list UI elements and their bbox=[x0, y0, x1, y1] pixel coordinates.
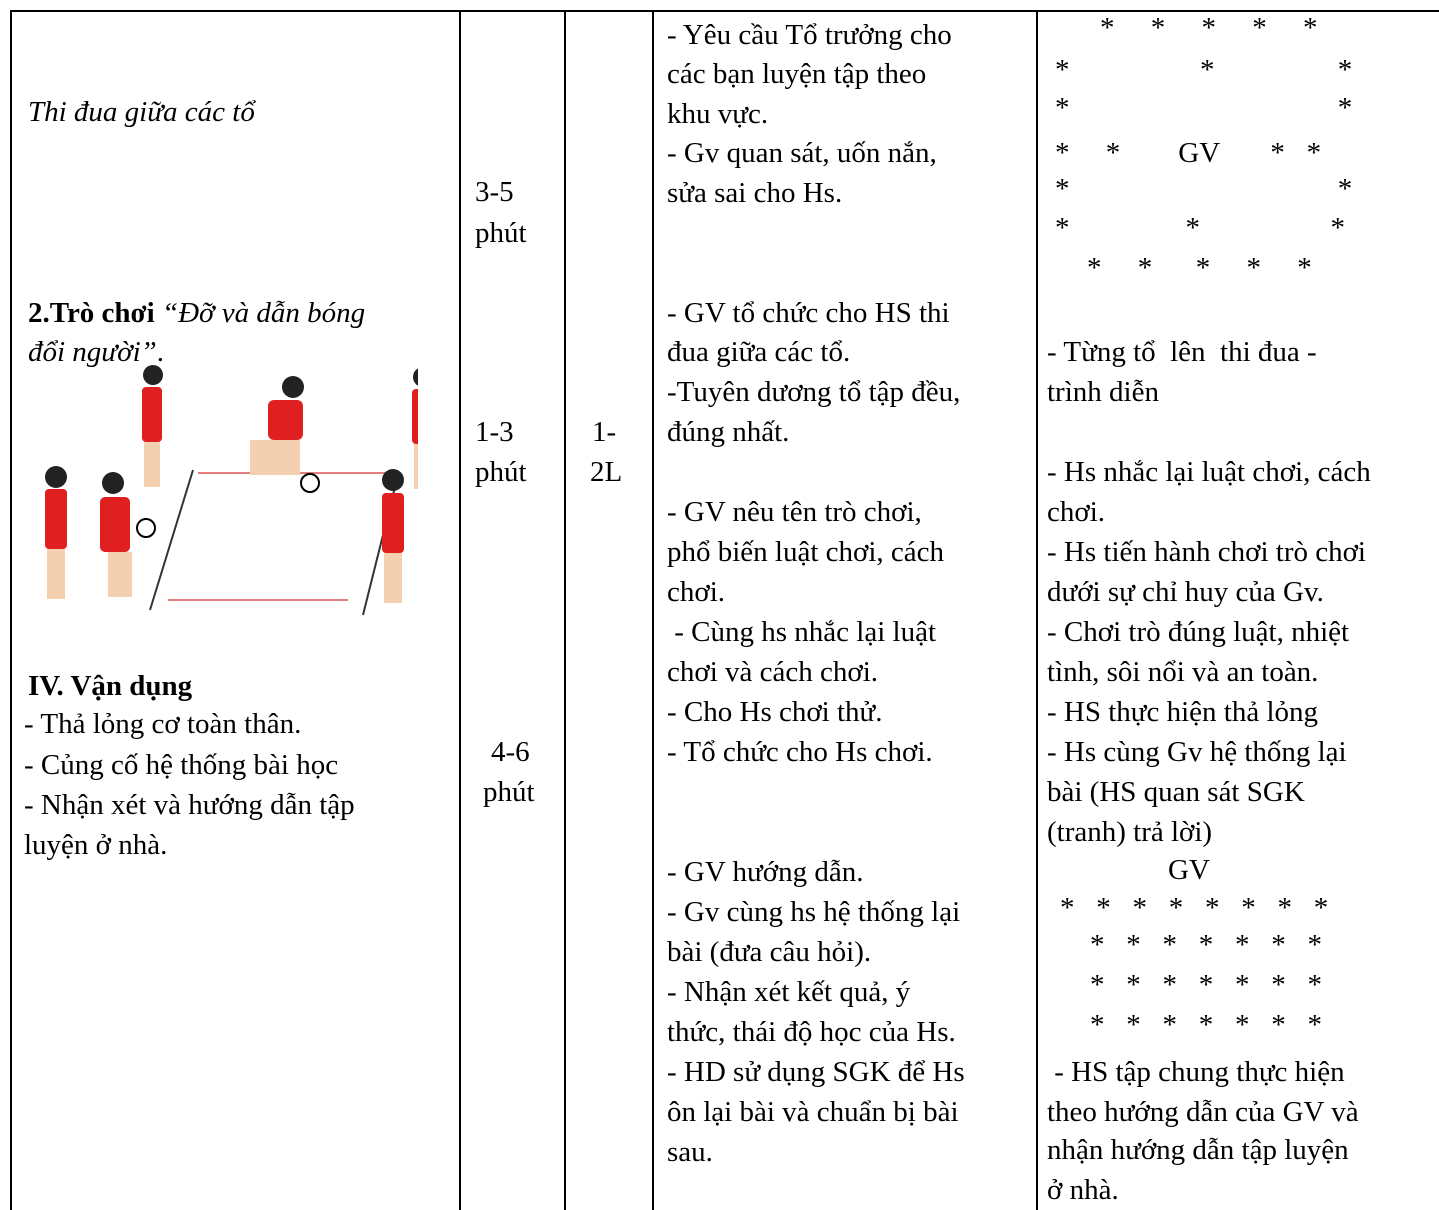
formation-row: * * * * * bbox=[1100, 12, 1318, 44]
teacher-line: - Gv quan sát, uốn nắn, bbox=[667, 137, 937, 169]
content-line: - Củng cố hệ thống bài học bbox=[24, 749, 339, 781]
teacher-line: - Cho Hs chơi thử. bbox=[667, 696, 883, 728]
activity: Thi đua giữa các tổ bbox=[28, 96, 255, 128]
teacher-line: - Yêu cầu Tổ trưởng cho bbox=[667, 19, 952, 51]
content-line: - Thả lỏng cơ toàn thân. bbox=[24, 708, 302, 740]
formation-row: * * * * * * * bbox=[1090, 1009, 1322, 1041]
student-line: tình, sôi nổi và an toàn. bbox=[1047, 656, 1319, 688]
time: 4-6 bbox=[491, 736, 530, 768]
table-border bbox=[459, 10, 461, 1210]
teacher-line: sau. bbox=[667, 1136, 713, 1168]
formation-row: * * bbox=[1055, 173, 1353, 205]
reps: 2L bbox=[590, 456, 623, 488]
content-line: - Nhận xét và hướng dẫn tập bbox=[24, 789, 355, 821]
formation-row: * * GV * * bbox=[1055, 137, 1322, 169]
teacher-line: đua giữa các tổ. bbox=[667, 336, 851, 368]
teacher-line: bài (đưa câu hỏi). bbox=[667, 936, 872, 968]
teacher-line: - Tổ chức cho Hs chơi. bbox=[667, 736, 933, 768]
student-line: - Hs nhắc lại luật chơi, cách bbox=[1047, 456, 1371, 488]
game-title: đổi người”. bbox=[28, 336, 165, 368]
teacher-line: chơi và cách chơi. bbox=[667, 656, 879, 688]
table-border bbox=[10, 10, 12, 1210]
student-line: nhận hướng dẫn tập luyện bbox=[1047, 1134, 1349, 1166]
formation-row: * * * bbox=[1055, 212, 1345, 244]
content-line: luyện ở nhà. bbox=[24, 829, 168, 861]
formation-row: * * * * * * * bbox=[1090, 969, 1322, 1001]
teacher-line: khu vực. bbox=[667, 98, 769, 130]
student-line: - HS thực hiện thả lỏng bbox=[1047, 696, 1319, 728]
student-line: ở nhà. bbox=[1047, 1174, 1119, 1206]
teacher-line: - GV hướng dẫn. bbox=[667, 856, 864, 888]
formation-row: * * * * * * * * bbox=[1060, 892, 1329, 924]
teacher-line: sửa sai cho Hs. bbox=[667, 177, 843, 209]
teacher-line: ôn lại bài và chuẩn bị bài bbox=[667, 1096, 959, 1128]
teacher-line: - Cùng hs nhắc lại luật bbox=[667, 616, 937, 648]
teacher-line: - GV nêu tên trò chơi, bbox=[667, 496, 922, 528]
teacher-line: phổ biến luật chơi, cách bbox=[667, 536, 945, 568]
formation-row: * * * bbox=[1055, 54, 1353, 86]
table-border bbox=[652, 10, 654, 1210]
student-line: - Hs cùng Gv hệ thống lại bbox=[1047, 736, 1347, 768]
teacher-line: - Gv cùng hs hệ thống lại bbox=[667, 896, 961, 928]
time: phút bbox=[483, 776, 535, 808]
formation-row: * * * * * * * bbox=[1090, 929, 1322, 961]
student-line: (tranh) trả lời) bbox=[1047, 816, 1213, 848]
time: 1-3 bbox=[475, 416, 514, 448]
student-line: trình diễn bbox=[1047, 376, 1159, 408]
student-line: chơi. bbox=[1047, 496, 1106, 528]
student-line: dưới sự chỉ huy của Gv. bbox=[1047, 576, 1324, 608]
time: 3-5 bbox=[475, 176, 514, 208]
teacher-line: đúng nhất. bbox=[667, 416, 790, 448]
teacher-line: -Tuyên dương tổ tập đều, bbox=[667, 376, 961, 408]
time: phút bbox=[475, 456, 527, 488]
formation-row: * * bbox=[1055, 92, 1353, 124]
student-line: - Từng tổ lên thi đua - bbox=[1047, 336, 1317, 368]
teacher-line: chơi. bbox=[667, 576, 726, 608]
section-title: IV. Vận dụng bbox=[28, 670, 193, 702]
student-line: theo hướng dẫn của GV và bbox=[1047, 1096, 1359, 1128]
teacher-line: - GV tổ chức cho HS thi bbox=[667, 297, 950, 329]
table-border bbox=[10, 10, 1439, 12]
game-title: 2.Trò chơi “Đỡ và dẫn bóng bbox=[28, 297, 366, 329]
student-line: - HS tập chung thực hiện bbox=[1047, 1056, 1345, 1088]
formation-label: GV bbox=[1168, 854, 1210, 886]
student-line: - Chơi trò đúng luật, nhiệt bbox=[1047, 616, 1350, 648]
illustration bbox=[45, 365, 418, 616]
table-border bbox=[1036, 10, 1038, 1210]
time: phút bbox=[475, 217, 527, 249]
teacher-line: - Nhận xét kết quả, ý bbox=[667, 976, 911, 1008]
teacher-line: thức, thái độ học của Hs. bbox=[667, 1016, 956, 1048]
student-line: - Hs tiến hành chơi trò chơi bbox=[1047, 536, 1366, 568]
reps: 1- bbox=[592, 416, 617, 448]
student-line: bài (HS quan sát SGK bbox=[1047, 776, 1305, 808]
table-border bbox=[564, 10, 566, 1210]
teacher-line: - HD sử dụng SGK để Hs bbox=[667, 1056, 965, 1088]
teacher-line: các bạn luyện tập theo bbox=[667, 58, 927, 90]
formation-row: * * * * * bbox=[1087, 252, 1312, 284]
